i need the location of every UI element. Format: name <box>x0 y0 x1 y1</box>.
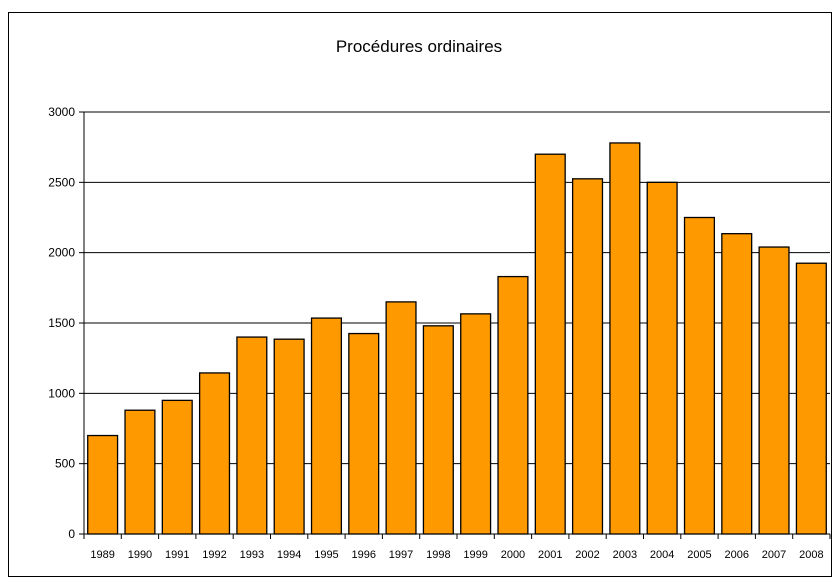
x-tick-label: 1994 <box>277 549 301 561</box>
x-tick-label: 2004 <box>650 549 674 561</box>
y-tick-label: 1000 <box>48 386 75 400</box>
bar-1991 <box>161 399 193 535</box>
x-tick-label: 2000 <box>501 549 525 561</box>
bar-2005 <box>683 216 716 535</box>
bar-2000 <box>497 275 529 535</box>
bar-1992 <box>198 372 231 535</box>
x-tick-labels: 1989 1990 1991 1992 1993 1994 1995 1996 1997 1998… <box>90 549 823 561</box>
x-tick-label: 1999 <box>463 549 487 561</box>
x-tick-label: 1991 <box>165 549 189 561</box>
x-tick-label: 1997 <box>389 549 413 561</box>
y-tick-label: 3000 <box>48 105 75 119</box>
x-tick-label: 1998 <box>426 549 450 561</box>
bar-1998 <box>422 325 454 535</box>
bar-2001 <box>534 153 566 535</box>
chart-title: Procédures ordinaires <box>335 37 503 56</box>
x-tick-label: 1995 <box>314 549 338 561</box>
x-tick-label: 1996 <box>352 549 376 561</box>
axes <box>79 111 831 539</box>
y-tick-label: 1500 <box>48 316 75 330</box>
bar-2002 <box>571 178 604 535</box>
x-tick-label: 2001 <box>538 549 562 561</box>
gridlines <box>84 111 830 465</box>
bar-2003 <box>609 142 641 535</box>
bar-1989 <box>87 434 119 535</box>
x-tick-label: 2006 <box>725 549 749 561</box>
x-tick-label: 2003 <box>613 549 637 561</box>
x-tick-label: 1992 <box>202 549 226 561</box>
bar-2007 <box>758 246 790 535</box>
x-tick-label: 2008 <box>799 549 823 561</box>
x-tick-label: 1993 <box>240 549 264 561</box>
bar-1993 <box>236 336 268 535</box>
bar-1995 <box>310 317 343 535</box>
y-tick-label: 2500 <box>48 175 75 189</box>
y-tick-label: 0 <box>68 527 75 541</box>
bar-2006 <box>721 233 753 535</box>
bar-2008 <box>795 262 827 535</box>
x-tick-label: 1989 <box>90 549 114 561</box>
x-tick-label: 2002 <box>575 549 599 561</box>
y-tick-label: 500 <box>55 457 75 471</box>
bar-1999 <box>460 313 492 535</box>
bar-1996 <box>348 332 380 535</box>
y-tick-label: 2000 <box>48 246 75 260</box>
x-tick-label: 1990 <box>128 549 152 561</box>
x-tick-label: 2007 <box>762 549 786 561</box>
bar-1994 <box>273 338 305 535</box>
bars <box>87 142 827 535</box>
bar-1997 <box>385 301 417 535</box>
bar-2004 <box>646 181 678 535</box>
bar-1990 <box>124 409 156 535</box>
y-tick-labels: 0 500 1000 1500 2000 2500 3000 <box>48 105 75 541</box>
x-tick-label: 2005 <box>687 549 711 561</box>
